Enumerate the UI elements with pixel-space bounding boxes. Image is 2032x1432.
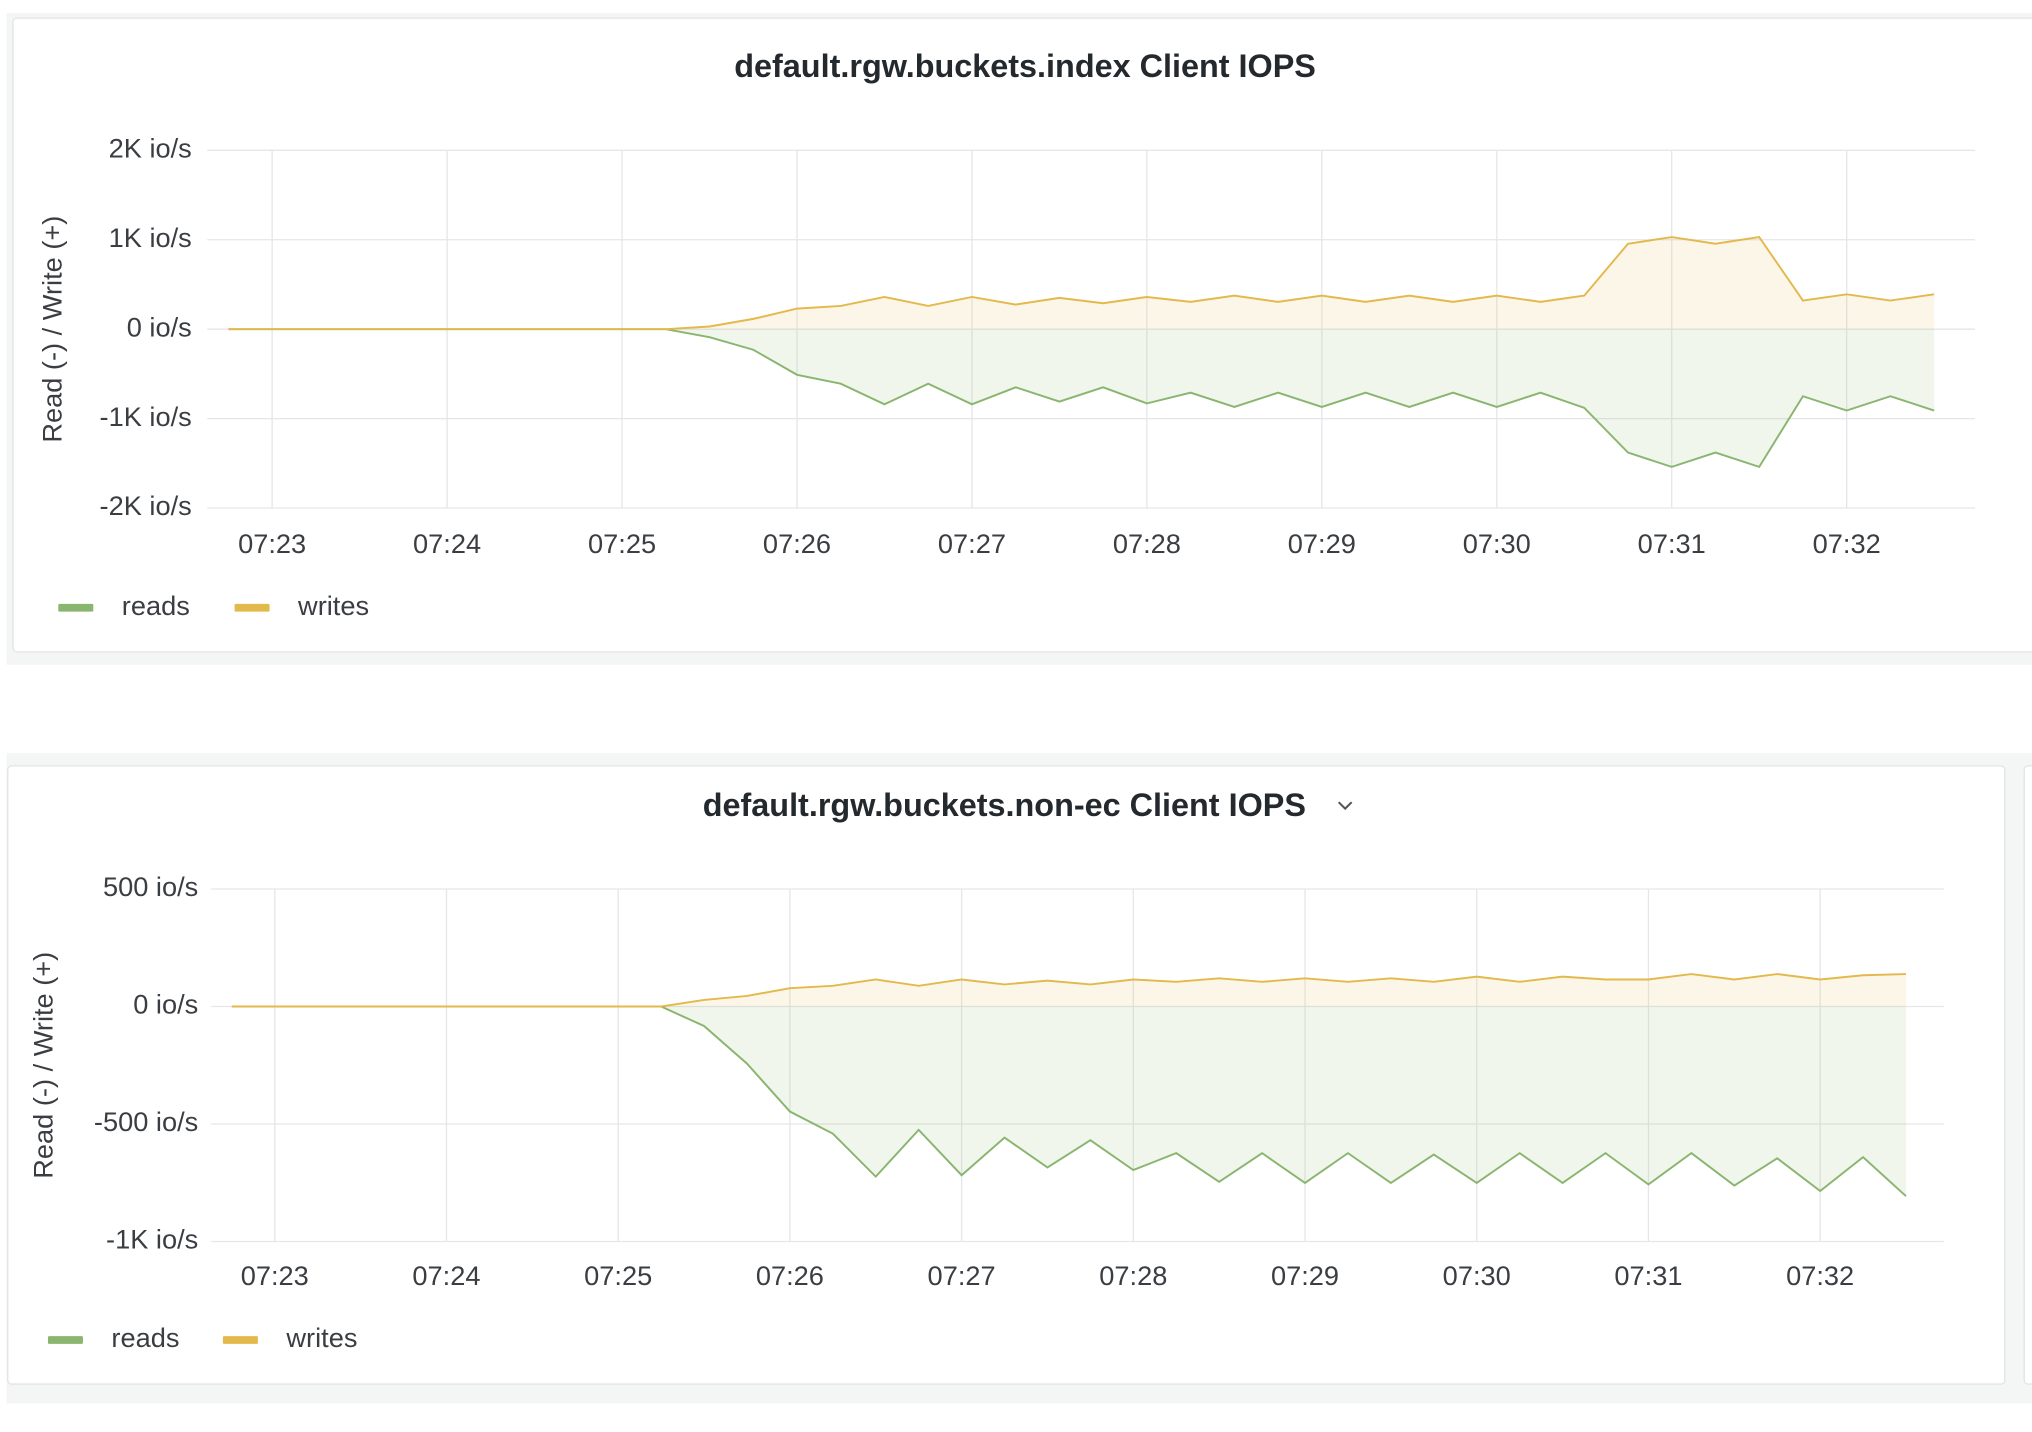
x-tick-label: 07:27 [938, 528, 1006, 559]
chart-title: default.rgw.buckets.non-ec Client IOPS [703, 787, 1306, 823]
y-tick-label: 1K io/s [109, 222, 192, 253]
x-tick-label: 07:24 [413, 528, 481, 559]
x-tick-label: 07:32 [1786, 1260, 1854, 1291]
x-tick-label: 07:23 [241, 1260, 309, 1291]
x-tick-label: 07:25 [584, 1260, 652, 1291]
x-tick-label: 07:30 [1443, 1260, 1511, 1291]
x-tick-label: 07:23 [238, 528, 306, 559]
panel [2023, 765, 2032, 1385]
y-tick-label: -2K io/s [100, 490, 192, 521]
legend-swatch [234, 603, 270, 612]
x-tick-label: 07:26 [763, 528, 831, 559]
y-axis-title: Read (-) / Write (+) [28, 952, 59, 1179]
x-tick-label: 07:31 [1638, 528, 1706, 559]
x-tick-label: 07:28 [1113, 528, 1181, 559]
legend-swatch [47, 1336, 83, 1344]
legend-label: writes [285, 1322, 357, 1353]
legend-swatch [222, 1336, 258, 1344]
panel [7, 765, 2006, 1385]
menu-chevron[interactable] [1337, 801, 1353, 811]
y-tick-label: -1K io/s [100, 401, 192, 432]
legend-swatch [58, 603, 94, 612]
series-area [228, 329, 1935, 467]
series-line [231, 973, 1907, 1008]
x-tick-label: 07:29 [1271, 1260, 1339, 1291]
chart-title: default.rgw.buckets.index Client IOPS [734, 48, 1316, 84]
y-tick-label: -1K io/s [106, 1224, 198, 1255]
y-axis-title: Read (-) / Write (+) [37, 216, 68, 443]
y-tick-label: 0 io/s [127, 311, 192, 342]
series-area [231, 1006, 1907, 1197]
series-area [228, 237, 1935, 330]
x-tick-label: 07:29 [1288, 528, 1356, 559]
x-tick-label: 07:24 [412, 1260, 480, 1291]
y-tick-label: 500 io/s [103, 871, 198, 902]
y-tick-label: 2K io/s [109, 133, 192, 164]
x-tick-label: 07:27 [928, 1260, 996, 1291]
x-tick-label: 07:32 [1813, 528, 1881, 559]
x-tick-label: 07:30 [1463, 528, 1531, 559]
x-tick-label: 07:25 [588, 528, 656, 559]
panel [12, 17, 2032, 653]
series-area [231, 974, 1907, 1007]
legend-label: writes [297, 590, 369, 621]
y-tick-label: 0 io/s [133, 989, 198, 1020]
legend-label: reads [122, 590, 190, 621]
x-tick-label: 07:26 [756, 1260, 824, 1291]
legend-label: reads [111, 1322, 179, 1353]
series-line [228, 236, 1935, 331]
y-tick-label: -500 io/s [94, 1106, 198, 1137]
x-tick-label: 07:28 [1099, 1260, 1167, 1291]
x-tick-label: 07:31 [1614, 1260, 1682, 1291]
